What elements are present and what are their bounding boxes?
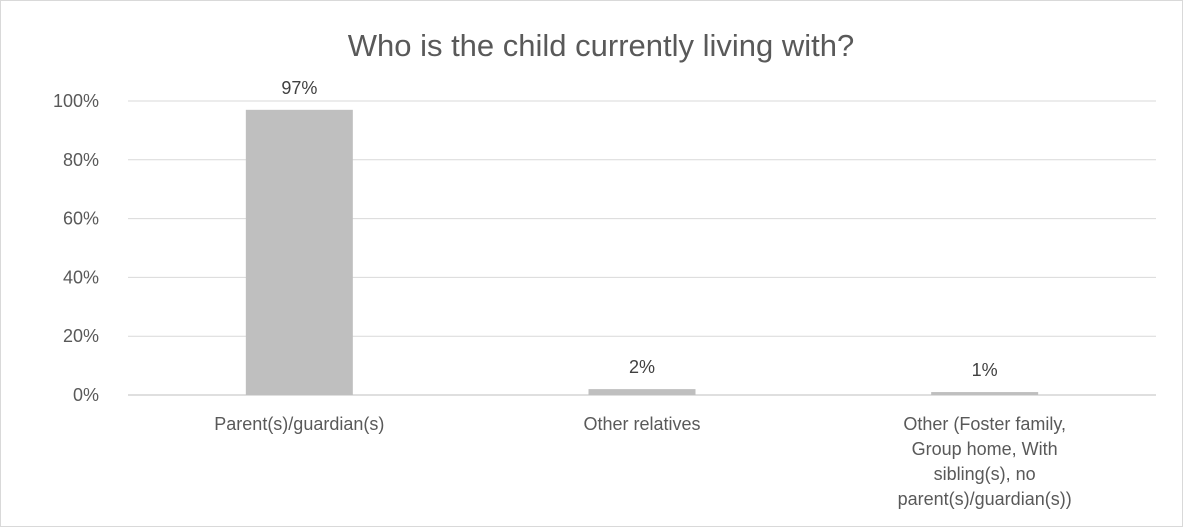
bar [588, 389, 696, 395]
data-label: 2% [629, 357, 655, 377]
data-label: 1% [972, 360, 998, 380]
y-tick-label: 40% [63, 267, 99, 287]
category-label: parent(s)/guardian(s)) [898, 489, 1072, 509]
category-label: sibling(s), no [934, 464, 1036, 484]
category-labels: Parent(s)/guardian(s) Other relatives Othe… [214, 414, 1071, 509]
y-tick-label: 80% [63, 150, 99, 170]
bar [245, 109, 353, 395]
category-label: Other relatives [583, 414, 700, 434]
y-axis-tick-labels: 0% 20% 40% 60% 80% 100% [53, 91, 99, 405]
data-label: 97% [281, 78, 317, 98]
y-tick-label: 0% [73, 385, 99, 405]
y-tick-label: 20% [63, 326, 99, 346]
category-label: Group home, With [912, 439, 1058, 459]
bars [245, 109, 1039, 395]
category-label: Other (Foster family, [903, 414, 1066, 434]
category-label: Parent(s)/guardian(s) [214, 414, 384, 434]
y-tick-label: 100% [53, 91, 99, 111]
data-labels: 97% 2% 1% [281, 78, 997, 380]
y-tick-label: 60% [63, 209, 99, 229]
bar [931, 392, 1039, 395]
chart-title: Who is the child currently living with? [348, 28, 855, 63]
